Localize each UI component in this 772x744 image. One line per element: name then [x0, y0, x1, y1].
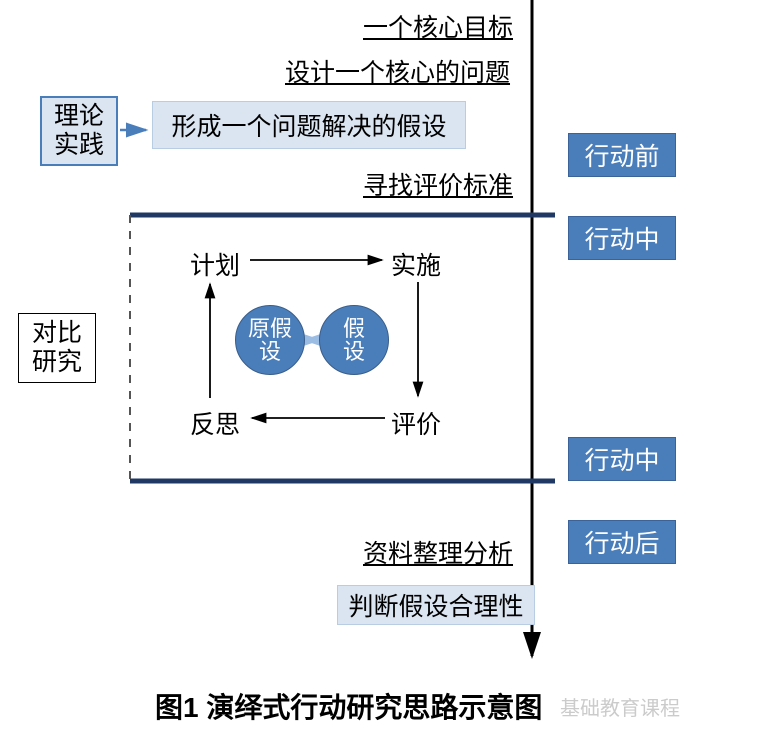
compare-line2: 研究 [32, 348, 82, 377]
cycle-node-impl: 实施 [391, 246, 441, 282]
hypothesis-text: 形成一个问题解决的假设 [171, 107, 446, 143]
step-text-3: 资料整理分析 [363, 534, 513, 570]
cycle-node-refl: 反思 [190, 405, 240, 441]
phase-box-3: 行动后 [568, 520, 676, 564]
cycle-node-eval: 评价 [391, 405, 441, 441]
hypothesis-box: 形成一个问题解决的假设 [152, 101, 466, 149]
compare-line1: 对比 [32, 319, 82, 348]
step-text-0: 一个核心目标 [363, 8, 513, 44]
circle-hyp: 假设 [319, 305, 389, 375]
theory-practice-box: 理论 实践 [40, 96, 118, 166]
phase-box-0: 行动前 [568, 133, 676, 177]
diagram-canvas: 一个核心目标设计一个核心的问题寻找评价标准资料整理分析判断假设合理性 理论 实践… [0, 0, 772, 744]
compare-research-box: 对比 研究 [18, 313, 96, 383]
figure-caption: 图1 演绎式行动研究思路示意图 [155, 686, 542, 726]
phase-box-1: 行动中 [568, 216, 676, 260]
cycle-node-plan: 计划 [190, 246, 240, 282]
theory-line2: 实践 [54, 131, 104, 160]
circle-orig_hyp: 原假设 [235, 305, 305, 375]
phase-box-2: 行动中 [568, 437, 676, 481]
theory-line1: 理论 [54, 102, 104, 131]
step-text-4: 判断假设合理性 [337, 585, 535, 625]
step-text-1: 设计一个核心的问题 [285, 53, 510, 89]
watermark-text: 基础教育课程 [560, 692, 680, 721]
step-text-2: 寻找评价标准 [363, 166, 513, 202]
